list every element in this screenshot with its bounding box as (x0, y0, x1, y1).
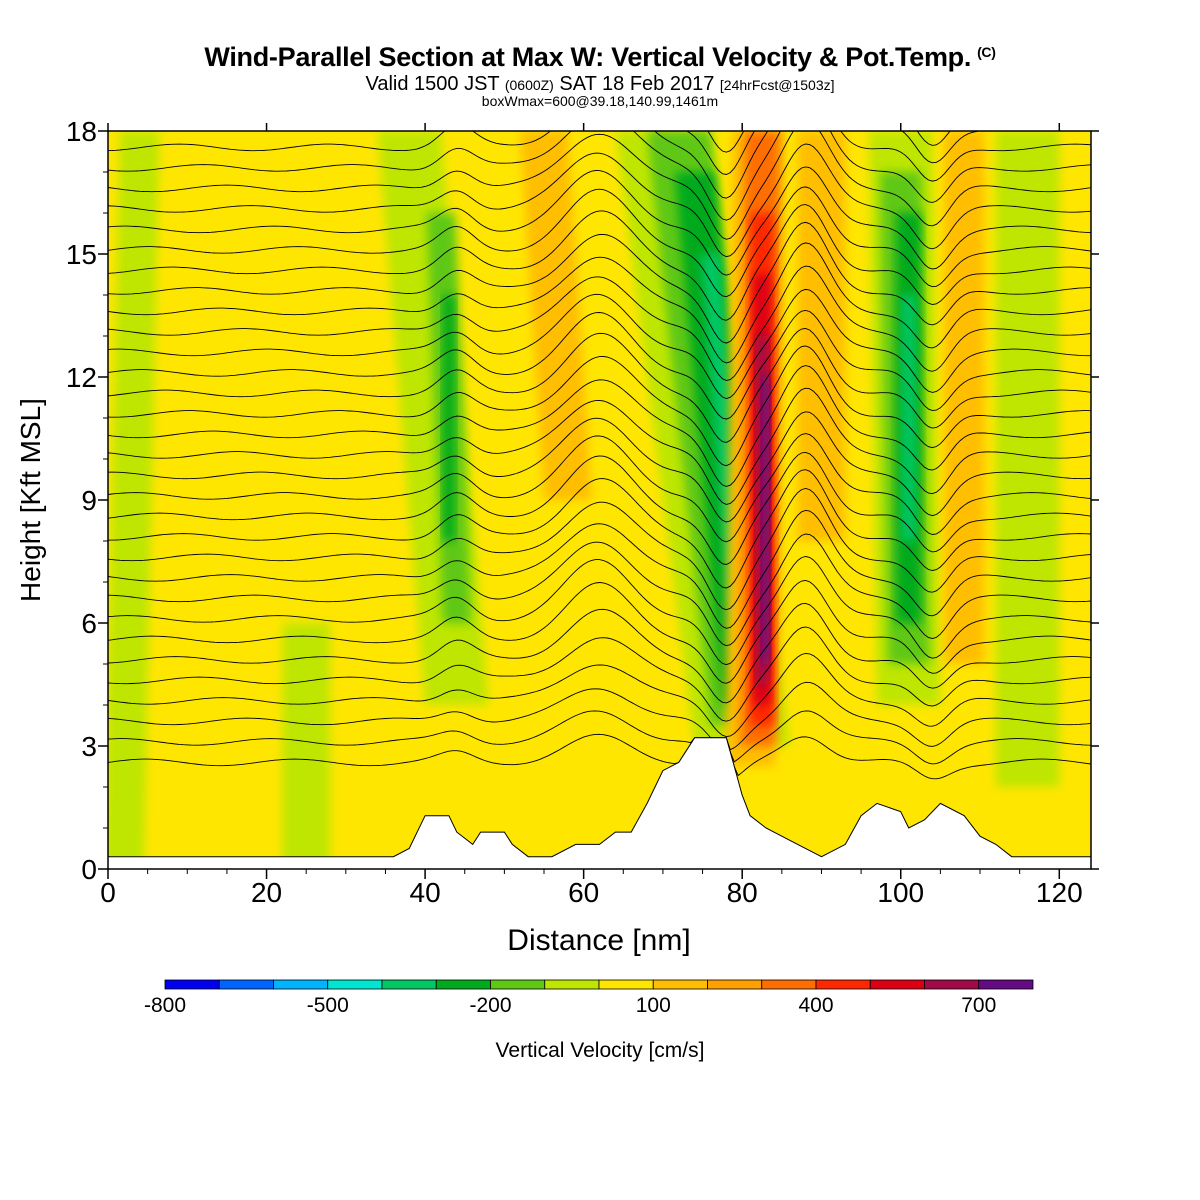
colorbar-swatch (327, 979, 383, 990)
x-tick-label: 80 (727, 877, 758, 908)
isentrope-line (108, 186, 1091, 298)
y-tick-label: 9 (81, 485, 97, 516)
y-tick-label: 15 (66, 239, 97, 270)
terrain (108, 737, 1091, 869)
y-tick-label: 18 (66, 116, 97, 147)
isentrope-line (108, 602, 1091, 704)
isentrope-line (108, 288, 1091, 399)
colorbar-swatch (815, 979, 871, 990)
colorbar-label: Vertical Velocity [cm/s] (496, 1039, 705, 1062)
chart-title-text: Wind-Parallel Section at Max W: Vertical… (204, 42, 972, 72)
x-tick-label: 20 (251, 877, 282, 908)
colorbar-swatch (164, 979, 220, 990)
chart-subtitle: Valid 1500 JST (0600Z) SAT 18 Feb 2017 [… (0, 73, 1200, 96)
colorbar-swatch (381, 979, 437, 990)
terrain-profile (108, 737, 1091, 869)
isentrope-line (108, 653, 1091, 738)
x-tick-label: 100 (877, 877, 924, 908)
y-tick-label: 12 (66, 362, 97, 393)
velocity-field (108, 131, 1091, 869)
colorbar-swatch (869, 979, 925, 990)
box-info: boxWmax=600@39.18,140.99,1461m (481, 93, 719, 109)
velocity-band (520, 131, 592, 500)
x-axis-label: Distance [nm] (507, 924, 690, 957)
colorbar-swatch (761, 979, 817, 990)
isentrope-line (108, 710, 1091, 765)
isentrope-line (108, 265, 1091, 381)
isentrope-line (108, 328, 1091, 443)
colorbar-tick-label: -500 (307, 994, 349, 1017)
velocity-band (108, 131, 160, 869)
velocity-band (995, 131, 1060, 787)
colorbar-tick-label: -200 (469, 994, 511, 1017)
chart-title: Wind-Parallel Section at Max W: Vertical… (0, 42, 1200, 73)
isentrope-line (108, 533, 1091, 647)
valid-utc: (0600Z) (504, 77, 554, 93)
potential-temperature-contours (108, 131, 1091, 780)
isentrope-line (108, 451, 1091, 565)
colorbar-swatch (707, 979, 763, 990)
isentrope-line (108, 345, 1091, 467)
isentrope-line (108, 433, 1091, 543)
valid-time: Valid 1500 JST (365, 73, 500, 95)
isentrope-line (108, 626, 1091, 722)
x-tick-label: 0 (100, 877, 116, 908)
isentrope-line (685, 131, 983, 175)
isentrope-line (108, 509, 1091, 629)
colorbar-swatch (490, 979, 546, 990)
forecast-tag: [24hrFcst@1503z] (719, 77, 835, 93)
y-tick-label: 3 (81, 731, 97, 762)
colorbar-swatch (978, 979, 1034, 990)
colorbar-tick-label: 700 (961, 994, 996, 1017)
colorbar-swatch (544, 979, 600, 990)
velocity-band (797, 131, 846, 541)
colorbar-swatch (218, 979, 274, 990)
axes: 0 20 40 60 80 100 120 0 3 6 9 12 15 18 (66, 116, 1099, 908)
colorbar-tick-label: -800 (144, 994, 186, 1017)
x-tick-label: 120 (1036, 877, 1083, 908)
y-tick-label: 0 (81, 854, 97, 885)
isentrope-line (108, 681, 1091, 751)
y-axis-label: Height [Kft MSL] (15, 398, 46, 602)
isentrope-line (108, 131, 1091, 221)
velocity-band (901, 295, 916, 541)
y-tick-label: 6 (81, 608, 97, 639)
isentrope-line (108, 387, 1091, 505)
isentrope-line (108, 309, 1091, 420)
colorbar-tick-label: 400 (798, 994, 833, 1017)
isentrope-line (108, 131, 1091, 240)
colorbar-swatch (435, 979, 491, 990)
isentrope-line (108, 580, 1091, 684)
isentrope-line (108, 365, 1091, 487)
isentrope-line (108, 556, 1091, 666)
colorbar-swatch (924, 979, 980, 990)
isentrope-line (108, 166, 1091, 276)
isentrope-line (108, 488, 1091, 611)
colorbar-swatch (652, 979, 708, 990)
isentrope-line (108, 131, 1091, 199)
x-tick-label: 40 (410, 877, 441, 908)
valid-date: SAT 18 Feb 2017 (559, 73, 715, 95)
isentrope-line (108, 469, 1091, 589)
colorbar-tick-label: 100 (636, 994, 671, 1017)
velocity-band (282, 623, 330, 869)
isentrope-line (108, 411, 1091, 523)
colorbar-swatch (598, 979, 654, 990)
copyright-mark: (C) (977, 44, 996, 60)
velocity-band (442, 295, 456, 541)
colorbar-swatch (273, 979, 329, 990)
x-tick-label: 60 (568, 877, 599, 908)
isentrope-line (707, 131, 951, 153)
colorbar: -800 -500 -200 100 400 700 (144, 979, 1034, 1017)
isentrope-line (108, 204, 1091, 321)
velocity-band (762, 377, 770, 664)
isentrope-line (108, 242, 1091, 364)
isentrope-line (108, 733, 1091, 780)
velocity-background (108, 131, 1091, 869)
isentrope-line (108, 221, 1091, 344)
velocity-band (944, 131, 984, 664)
isentrope-line (108, 143, 1091, 258)
